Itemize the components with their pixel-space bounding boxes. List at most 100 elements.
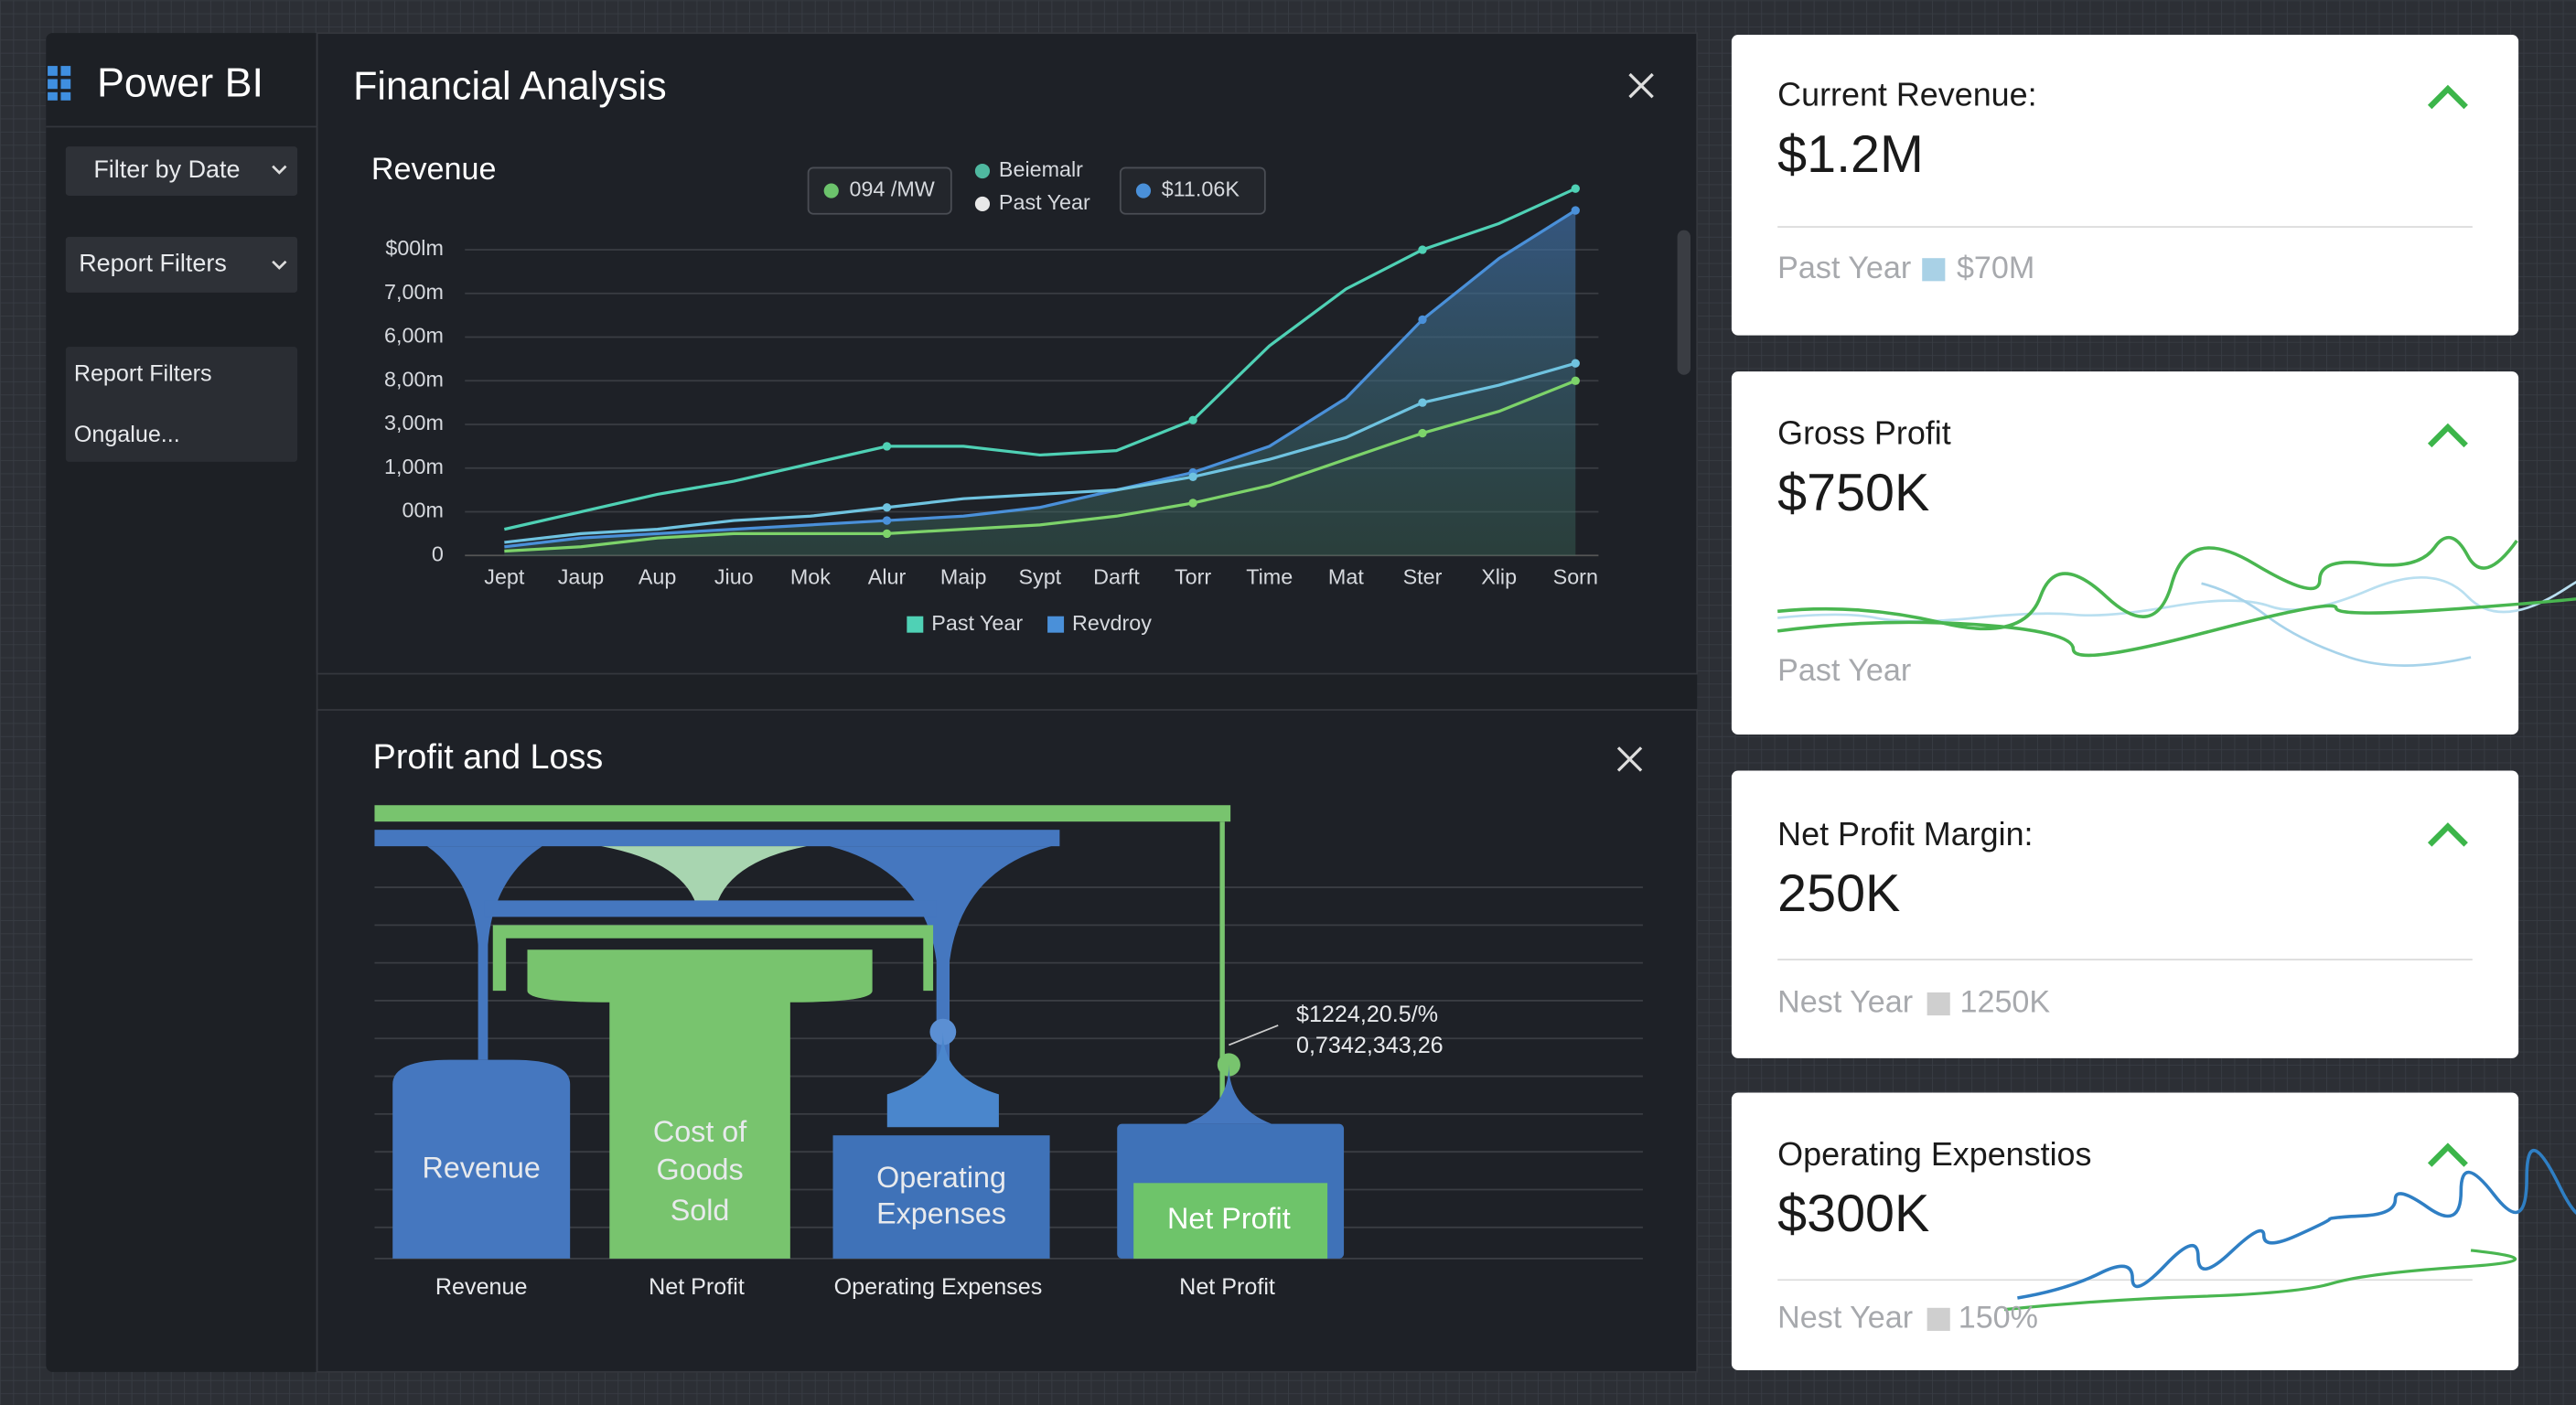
filter-item[interactable]: Ongalue... [74,422,180,447]
block-label: Sold [671,1194,730,1227]
legend-box [1119,166,1266,215]
x-tick-label: Time [1246,565,1293,589]
x-tick-label: Jept [484,565,525,589]
card-value: 250K [1777,864,1900,923]
filter-button[interactable] [65,236,298,293]
x-tick-label: Jiuo [714,565,754,589]
axis-label: Net Profit [649,1274,745,1300]
x-tick-label: Mok [790,565,831,589]
card-title: Net Profit Margin: [1777,815,2033,853]
chevron [272,165,287,175]
line [504,379,1576,553]
panel-title: Profit and Loss [373,737,604,776]
close-button[interactable] [1628,72,1654,99]
axis-label: Revenue [435,1274,528,1300]
y-tick-label: $00lm [385,236,444,260]
x-tick-label: Sorn [1553,565,1598,589]
axis-label: Operating Expenses [834,1274,1043,1300]
button-label: Report Filters [79,249,227,276]
legend-swatch [907,616,924,633]
legend-swatch [823,183,839,198]
kpi-card: Current Revenue: $1.2M Past Year $70M [1731,34,2519,336]
brand: Power BI [97,59,263,105]
kpi-card: Net Profit Margin: 250K Nest Year 1250K [1731,770,2519,1058]
block-label: Expenses [876,1197,1006,1230]
point [1188,415,1197,424]
legend-label: 094 /MW [849,177,934,201]
card-title: Gross Profit [1777,414,1951,452]
logo [48,66,71,101]
line [503,187,1576,531]
filter-panel [65,347,298,462]
card-sub-label: Past Year [1777,653,1911,688]
block-label: Cost of [653,1115,747,1148]
y-tick-label: 7,00m [384,280,444,304]
line-chart: 0 00m 1,00m 3,00m 8,00m 6,00m 7,00m $00lm Jept Ja… [384,157,1599,635]
point [1418,398,1427,407]
point [1188,499,1197,508]
y-tick-label: 3,00m [384,411,444,434]
y-tick-label: 0 [432,542,444,565]
y-tick-label: 1,00m [384,455,444,478]
point [882,503,892,512]
annotation: 0,7342,343,26 [1296,1033,1444,1058]
card-sub-value: 150% [1959,1300,2038,1335]
point [1571,206,1580,215]
card-sub-label: Nest Year [1777,1300,1913,1335]
card-sub-value: $70M [1957,251,2034,285]
legend-swatch [974,196,991,212]
point [1418,315,1427,325]
x-tick-label: Xlip [1481,565,1517,589]
card-title: Current Revenue: [1777,76,2036,113]
point [1418,428,1427,438]
button-label: Filter by Date [93,156,240,183]
point [1571,376,1580,385]
block-label: Net Profit [1167,1202,1291,1235]
legend-box [807,166,952,215]
filter-item[interactable]: Report Filters [74,360,212,386]
x-tick-label: Mat [1328,565,1364,589]
line [504,361,1576,544]
y-tick-label: 00m [402,499,444,522]
card-value: $300K [1777,1185,1929,1243]
legend-label: Revdroy [1072,611,1152,635]
y-tick-label: 8,00m [384,367,444,391]
axis-label: Net Profit [1179,1274,1275,1300]
scrollbar[interactable] [1677,230,1690,375]
area [504,210,1576,556]
annotation: $1224,20.5/% [1296,1002,1438,1027]
x-tick-label: Torr [1175,565,1211,589]
legend-label: Beiemalr [999,157,1083,181]
x-tick-label: Sypt [1018,565,1061,589]
kpi-card: Gross Profit $750K Past Year [1731,371,2576,735]
x-tick-label: Alur [868,565,907,589]
block-label: Revenue [423,1151,541,1184]
card-title: Operating Expenstios [1777,1135,2091,1173]
card-sub-label: Past Year [1777,251,1911,285]
x-tick-label: Ster [1403,565,1443,589]
block-label: Operating [876,1161,1006,1194]
x-tick-label: Aup [639,565,677,589]
legend-label: $11.06K [1162,177,1240,201]
point [1418,245,1427,254]
legend-swatch [1135,183,1152,198]
kpi-card: Operating Expenstios $300K Nest Year 150… [1731,1092,2576,1371]
legend-label: Past Year [999,190,1090,214]
x-tick-label: Jaup [558,565,605,589]
filter-button[interactable] [65,146,298,196]
line [504,209,1577,549]
card-value: $750K [1777,464,1929,522]
card-value: $1.2M [1777,125,1924,184]
y-tick-label: 6,00m [384,324,444,348]
legend-swatch [1047,616,1065,633]
card-sub-label: Nest Year [1777,985,1913,1020]
x-tick-label: Maip [940,565,987,589]
point [1188,472,1197,481]
point [882,529,892,539]
card-sub-value: 1250K [1960,985,2051,1020]
point [882,442,892,451]
flow-diagram [374,805,1345,1259]
close-button[interactable] [1616,746,1643,772]
point [882,516,892,525]
